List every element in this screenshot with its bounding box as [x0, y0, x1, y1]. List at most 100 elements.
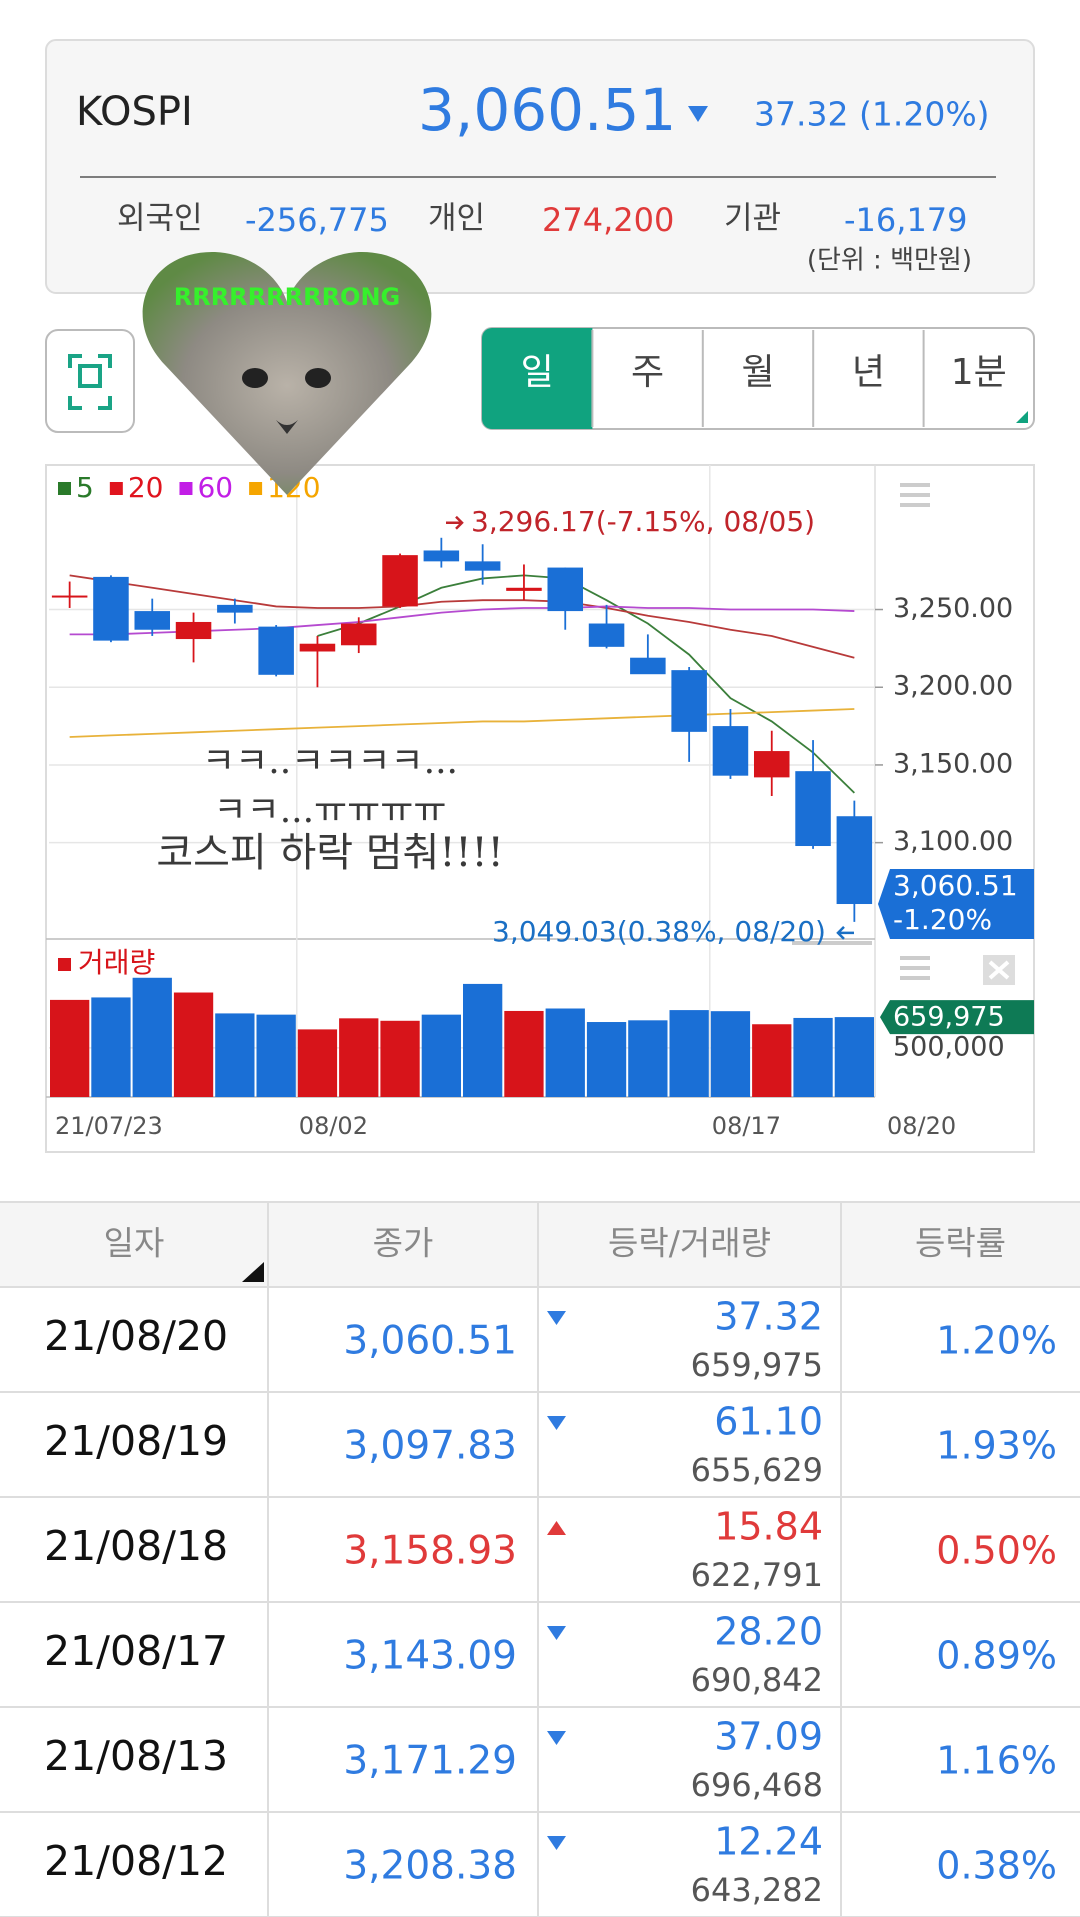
- legend-swatch: [249, 482, 263, 495]
- investor-value: -16,179: [844, 201, 968, 239]
- capture-icon: [68, 354, 112, 410]
- volume-bar: [421, 1014, 461, 1097]
- change-cell: 12.24: [714, 1820, 823, 1864]
- close-cell: 3,143.09: [343, 1634, 517, 1679]
- candle-body: [134, 611, 171, 630]
- tab-selected-bg: [482, 328, 593, 429]
- volume-cell: 643,282: [691, 1871, 823, 1909]
- direction-icon: [547, 1311, 566, 1325]
- price-tag: [878, 869, 1034, 940]
- rate-cell: 0.50%: [936, 1529, 1057, 1573]
- price-tag-text: 3,060.51: [893, 869, 1018, 902]
- direction-icon: [547, 1836, 566, 1850]
- tab[interactable]: 1분: [951, 352, 1007, 393]
- chart: 3,100.00 3,150.00 3,200.00 3,250.00 500,000 2…: [46, 465, 1034, 1140]
- direction-icon: [547, 1626, 566, 1640]
- column-header: 등락/거래량: [608, 1224, 771, 1263]
- volume-cell: 622,791: [691, 1556, 823, 1594]
- tab[interactable]: 주: [631, 352, 664, 393]
- candle-body: [258, 626, 294, 675]
- volume-bar: [256, 1014, 296, 1097]
- volume-bar: [710, 1011, 751, 1097]
- summary-card: [45, 39, 1035, 294]
- index-price: 3,060.51: [418, 76, 676, 144]
- close-cell: 3,097.83: [343, 1424, 517, 1469]
- candle-body: [712, 726, 749, 776]
- eye: [242, 368, 268, 388]
- volume-bar: [463, 983, 503, 1097]
- volume-bar: [834, 1017, 874, 1097]
- note: ㅋㅋ..ㅋㅋㅋㅋ...: [202, 741, 458, 782]
- close-cell: 3,171.29: [343, 1739, 517, 1784]
- index-name: KOSPI: [76, 89, 193, 135]
- candle-body: [51, 595, 88, 598]
- direction-icon: [688, 106, 708, 122]
- candle-body: [671, 670, 707, 732]
- date-cell: 21/08/20: [44, 1312, 228, 1360]
- date-cell: 21/08/18: [44, 1522, 228, 1570]
- arrow: [446, 515, 464, 530]
- volume-tag: [880, 1000, 1034, 1035]
- legend-label: 60: [197, 471, 233, 504]
- change-cell: 61.10: [714, 1400, 823, 1444]
- index-change: 37.32 (1.20%): [754, 95, 990, 134]
- volume-bar: [586, 1022, 627, 1097]
- legend-label: 거래량: [78, 946, 155, 979]
- candle-body: [217, 604, 253, 613]
- volume-bar: [504, 1010, 544, 1097]
- rate-cell: 1.20%: [936, 1319, 1057, 1363]
- volume-bar: [50, 999, 90, 1097]
- candle-body: [93, 576, 129, 641]
- low-annotation: 3,049.03(0.38%, 08/20): [492, 915, 826, 948]
- ma-line: [69, 574, 855, 659]
- legend-swatch: [109, 482, 123, 495]
- volume-cell: 655,629: [691, 1451, 823, 1489]
- close-cell: 3,208.38: [343, 1844, 517, 1889]
- tab-corner: [1016, 411, 1028, 423]
- volume-bar: [215, 1013, 255, 1097]
- x-tick-label: 08/17: [712, 1112, 781, 1140]
- candle-body: [506, 587, 542, 591]
- close-cell: 3,158.93: [343, 1529, 517, 1574]
- candle-body: [630, 657, 666, 675]
- legend-swatch: [58, 958, 71, 971]
- volume-bar: [297, 1029, 338, 1097]
- eye: [305, 368, 331, 388]
- volume-bar: [132, 977, 172, 1097]
- volume-cell: 690,842: [691, 1661, 823, 1699]
- sticker-text: RRRRRRRRRONG: [174, 283, 401, 311]
- candle-body: [588, 623, 625, 647]
- unit-note: (단위 : 백만원): [807, 246, 972, 276]
- date-cell: 21/08/12: [44, 1837, 228, 1885]
- investor-label: 개인: [428, 201, 485, 237]
- direction-icon: [547, 1521, 566, 1535]
- candle-body: [299, 643, 336, 652]
- volume-bar: [752, 1024, 792, 1097]
- table-header: [0, 1202, 1080, 1287]
- candle-body: [836, 816, 873, 905]
- candle-body: [795, 771, 831, 847]
- change-cell: 15.84: [714, 1505, 823, 1549]
- candle-body: [382, 555, 418, 607]
- tab-group: [481, 327, 1035, 430]
- tab[interactable]: 년: [852, 352, 885, 393]
- capture-button[interactable]: [45, 329, 135, 433]
- volume-bar: [339, 1018, 379, 1097]
- rate-cell: 1.93%: [936, 1424, 1057, 1468]
- investor-label: 기관: [724, 201, 781, 237]
- direction-icon: [547, 1731, 566, 1745]
- date-cell: 21/08/17: [44, 1627, 228, 1675]
- volume-bar: [173, 992, 214, 1097]
- tab[interactable]: 일: [521, 352, 554, 393]
- y-tick-label: 3,100.00: [893, 826, 1013, 857]
- note: ㅋㅋ...ㅠㅠㅠㅠ: [213, 790, 446, 831]
- legend-swatch: [179, 482, 193, 495]
- volume-bar: [669, 1010, 709, 1097]
- date-cell: 21/08/19: [44, 1417, 228, 1465]
- tab[interactable]: 월: [741, 352, 774, 393]
- sort-icon: [242, 1262, 264, 1282]
- x-tick-label: 08/02: [299, 1112, 368, 1140]
- y-tick-label: 3,200.00: [893, 671, 1013, 702]
- volume-tag-text: 659,975: [893, 1002, 1005, 1033]
